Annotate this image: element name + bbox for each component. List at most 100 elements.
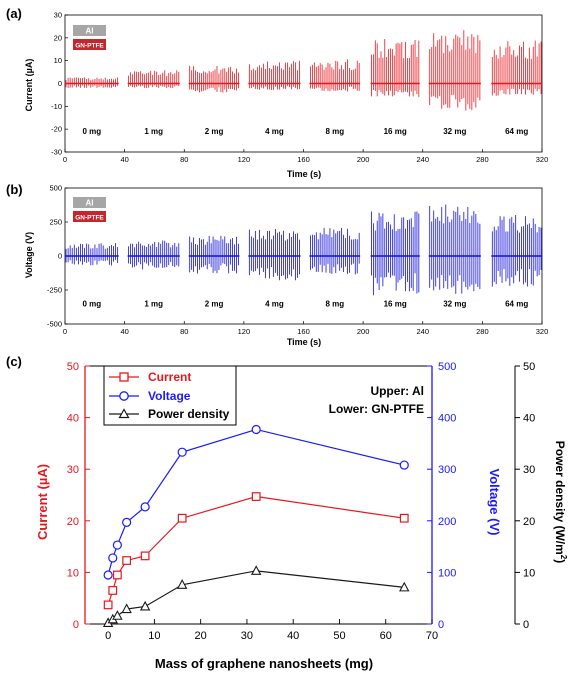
y-tick-label: -20 xyxy=(51,125,62,134)
right2-tick-label: 0 xyxy=(523,619,529,631)
data-point xyxy=(399,460,409,470)
panel-a-xlabel: Time (s) xyxy=(287,169,321,179)
segment-label: 1 mg xyxy=(144,299,163,308)
left-axis-label: Current (µA) xyxy=(35,464,50,540)
panel-a-legend: Al GN-PTFE xyxy=(73,25,106,50)
legend-text-current: Current xyxy=(148,370,191,384)
data-point xyxy=(176,579,188,589)
panel-a-plot: 0 40 80 120 160 200 240 280 320 -30 -20 -10 0 10 20 30 0… xyxy=(51,11,548,165)
segment-16-mg: 16 mg xyxy=(370,211,420,308)
right1-tick-label: 0 xyxy=(438,619,444,631)
segment-8-mg: 8 mg xyxy=(309,227,361,308)
x-tick-label: 120 xyxy=(238,155,251,164)
data-point xyxy=(399,581,410,592)
left-tick-label: 30 xyxy=(67,464,79,476)
segment-label: 1 mg xyxy=(144,127,163,136)
panel-b-legend: Al GN-PTFE xyxy=(73,197,106,222)
series-line xyxy=(107,495,405,606)
segment-label: 2 mg xyxy=(205,299,224,308)
data-point xyxy=(112,540,122,550)
data-point xyxy=(121,603,132,614)
x-tick-label: 240 xyxy=(416,327,429,336)
series-current xyxy=(103,492,409,610)
data-point xyxy=(140,502,150,512)
data-point xyxy=(139,600,151,611)
segment-0-mg: 0 mg xyxy=(65,77,119,136)
panel-b-label: (b) xyxy=(6,182,23,197)
series-power-density xyxy=(102,565,410,628)
segment-1-mg: 1 mg xyxy=(127,70,180,136)
legend-swatch-gn-ptfe-b xyxy=(73,211,106,222)
segment-32-mg: 32 mg xyxy=(428,30,481,136)
y-tick-label: -10 xyxy=(51,102,62,111)
x-tick-label: 320 xyxy=(536,155,549,164)
legend-marker-power xyxy=(118,408,130,419)
x-tick-label: 120 xyxy=(238,327,251,336)
x-tick-label: 80 xyxy=(180,327,188,336)
x-tick-label: 40 xyxy=(120,155,128,164)
data-point xyxy=(108,586,118,595)
segment-label: 0 mg xyxy=(82,299,101,308)
y-tick-label: -500 xyxy=(47,320,62,329)
data-point xyxy=(399,513,409,523)
legend-label-al: Al xyxy=(86,27,94,36)
legend-text-voltage: Voltage xyxy=(148,389,191,403)
y-tick-label: 250 xyxy=(49,218,62,227)
segment-32-mg: 32 mg xyxy=(428,204,481,308)
segment-label: 16 mg xyxy=(384,299,407,308)
series-voltage xyxy=(103,424,409,580)
right2-axis-label-sup: 2 xyxy=(559,555,568,560)
data-point xyxy=(140,551,150,561)
legend-label-gn-ptfe: GN-PTFE xyxy=(75,43,104,50)
x-tick-label: 0 xyxy=(63,155,67,164)
legend-label-gn-ptfe-b: GN-PTFE xyxy=(75,215,104,222)
right1-axis-label: Voltage (V) xyxy=(487,469,502,536)
segment-4-mg: 4 mg xyxy=(248,60,301,136)
series-line xyxy=(107,570,405,624)
segment-label: 16 mg xyxy=(384,127,407,136)
panel-a-ylabel: Current (µA) xyxy=(24,59,34,112)
x-tick-label: 0 xyxy=(105,630,111,642)
panel-a: (a) Current (µA) Time (s) Al GN-PTFE xyxy=(6,6,321,179)
x-tick-label: 280 xyxy=(476,327,489,336)
y-tick-label: 10 xyxy=(54,56,62,65)
y-tick-label: 0 xyxy=(58,252,62,261)
segment-label: 64 mg xyxy=(505,127,528,136)
legend-text-power: Power density xyxy=(148,407,230,421)
left-tick-label: 50 xyxy=(67,361,79,373)
panel-c-xlabel: Mass of graphene nanosheets (mg) xyxy=(155,656,373,671)
y-tick-label: -250 xyxy=(47,286,62,295)
segment-label: 0 mg xyxy=(82,127,101,136)
segment-1-mg: 1 mg xyxy=(127,240,180,308)
series-line xyxy=(107,428,405,576)
right1-tick-label: 400 xyxy=(438,413,456,425)
right2-tick-label: 40 xyxy=(523,413,535,425)
panel-c-label: (c) xyxy=(6,354,22,369)
segment-label: 4 mg xyxy=(265,127,284,136)
data-point xyxy=(112,610,123,620)
data-point xyxy=(177,513,187,523)
panel-a-label: (a) xyxy=(6,6,22,21)
right1-tick-label: 100 xyxy=(438,567,456,579)
segment-2-mg: 2 mg xyxy=(188,235,240,308)
data-point xyxy=(122,556,132,565)
panel-b-plot: 0 40 80 120 160 200 240 280 320 -500 -250 0 250 500 0 … xyxy=(47,184,548,337)
right2-axis-label: Power density (W/m2) xyxy=(553,441,568,563)
y-tick-label: 20 xyxy=(54,33,62,42)
panel-c-plot: 0 10 20 30 40 50 60 700102030405001002003004005… xyxy=(67,361,536,642)
legend-swatch-gn-ptfe xyxy=(73,39,106,50)
right2-tick-label: 10 xyxy=(523,567,535,579)
segment-label: 32 mg xyxy=(443,127,466,136)
data-point xyxy=(103,570,113,580)
segment-label: 8 mg xyxy=(325,127,344,136)
segment-2-mg: 2 mg xyxy=(188,65,240,136)
segment-8-mg: 8 mg xyxy=(309,59,361,136)
right1-tick-label: 500 xyxy=(438,361,456,373)
x-tick-label: 200 xyxy=(357,327,370,336)
y-tick-label: 0 xyxy=(58,79,62,88)
left-tick-label: 20 xyxy=(67,516,79,528)
data-point xyxy=(251,492,261,501)
data-point xyxy=(177,447,187,457)
right2-tick-label: 50 xyxy=(523,361,535,373)
x-tick-label: 70 xyxy=(426,630,438,642)
